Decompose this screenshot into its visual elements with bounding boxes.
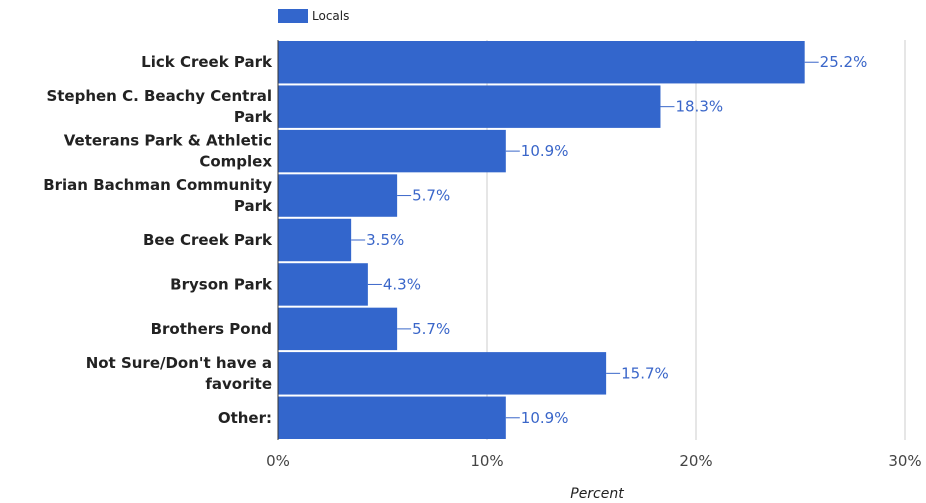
category-label-line: Other: [218, 409, 272, 427]
category-label-line: Complex [199, 153, 272, 171]
value-label: 15.7% [621, 364, 669, 382]
category-label-line: Bee Creek Park [143, 231, 273, 249]
x-tick-label: 10% [470, 452, 503, 470]
category-label-line: Veterans Park & Athletic [64, 132, 272, 150]
value-label: 18.3% [675, 98, 723, 116]
value-label: 5.7% [412, 320, 450, 338]
x-tick-label: 20% [679, 452, 712, 470]
legend[interactable]: Locals [278, 9, 349, 23]
value-label: 10.9% [521, 142, 569, 160]
category-label-line: Brothers Pond [151, 320, 272, 338]
bar[interactable] [278, 352, 607, 395]
x-axis-title: Percent [570, 486, 624, 502]
category-label-line: Not Sure/Don't have a [86, 354, 272, 372]
value-label: 4.3% [383, 275, 421, 293]
category-label: Not Sure/Don't have a favorite [86, 354, 272, 393]
bar[interactable] [278, 41, 805, 84]
category-label: Brian Bachman Community Park [43, 176, 273, 215]
bar[interactable] [278, 263, 368, 306]
bar[interactable] [278, 307, 398, 351]
legend-label-locals: Locals [312, 9, 349, 23]
bar[interactable] [278, 85, 661, 128]
value-label: 5.7% [412, 187, 450, 205]
category-label-line: Lick Creek Park [141, 53, 273, 71]
value-label: 25.2% [820, 53, 868, 71]
value-labels: 25.2% 18.3% 10.9% 5.7% 3.5% 4.3% 5.7% 15.7% 10.9… [351, 53, 867, 427]
bar[interactable] [278, 129, 506, 173]
x-tick-label: 30% [888, 452, 921, 470]
category-label: Veterans Park & Athletic Complex [64, 132, 273, 171]
legend-swatch [278, 9, 308, 23]
category-labels: Lick Creek Park Stephen C. Beachy Central… [43, 53, 273, 427]
category-label: Other: [218, 409, 272, 427]
category-label: Lick Creek Park [141, 53, 273, 71]
category-label: Stephen C. Beachy Central Park [46, 87, 273, 126]
bars [278, 41, 805, 439]
bar[interactable] [278, 218, 352, 262]
category-label: Bryson Park [170, 275, 273, 293]
category-label: Bee Creek Park [143, 231, 273, 249]
category-label-line: Stephen C. Beachy Central [46, 87, 272, 105]
x-tick-label: 0% [266, 452, 290, 470]
category-label: Brothers Pond [151, 320, 272, 338]
x-axis-ticks: 0% 10% 20% 30% [266, 452, 922, 470]
bar[interactable] [278, 396, 506, 439]
value-label: 3.5% [366, 231, 404, 249]
category-label-line: Park [234, 197, 273, 215]
category-label-line: Park [234, 108, 273, 126]
category-label-line: favorite [205, 375, 272, 393]
bar[interactable] [278, 174, 398, 217]
category-label-line: Bryson Park [170, 275, 273, 293]
value-label: 10.9% [521, 409, 569, 427]
category-label-line: Brian Bachman Community [43, 176, 272, 194]
